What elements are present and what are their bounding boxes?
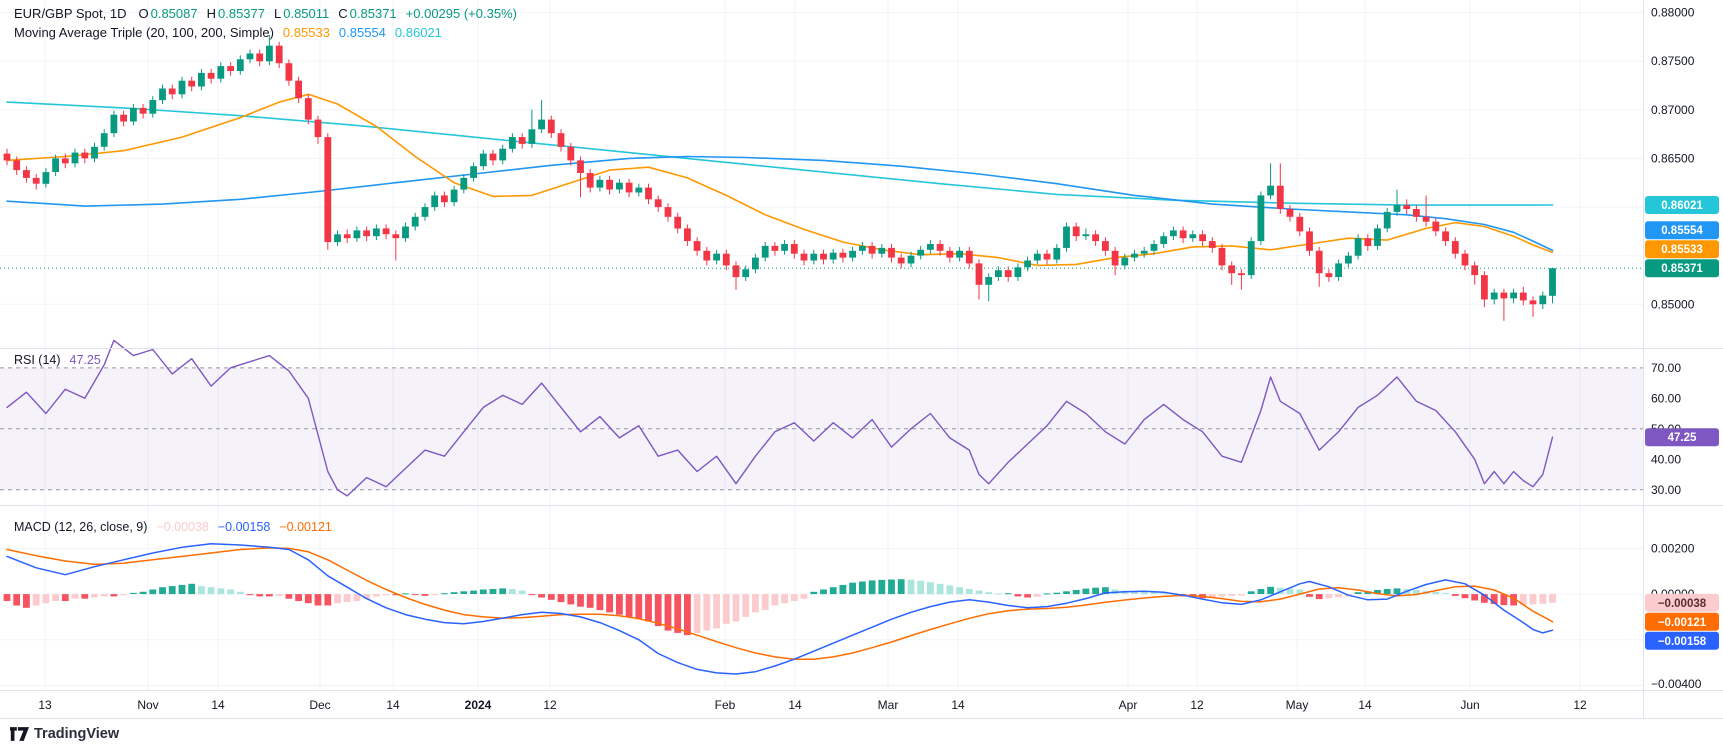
svg-text:12: 12: [1573, 698, 1587, 712]
svg-text:Dec: Dec: [309, 698, 330, 712]
low-label: L: [274, 6, 282, 21]
macd-indicator-row[interactable]: MACD (12, 26, close, 9) −0.00038 −0.00158−…: [14, 520, 332, 535]
tradingview-mark-icon: [10, 727, 29, 741]
svg-text:0.85371: 0.85371: [1661, 263, 1703, 275]
ohlc-open: O 0.85087: [138, 6, 197, 21]
svg-text:0.87500: 0.87500: [1651, 54, 1695, 68]
ma-indicator-row[interactable]: Moving Average Triple (20, 100, 200, Sim…: [14, 25, 442, 40]
low-value: 0.85011: [283, 6, 330, 21]
svg-text:14: 14: [1358, 698, 1372, 712]
rsi-indicator-row[interactable]: RSI (14) 47.25: [14, 353, 101, 368]
symbol-ohlc-row[interactable]: EUR/GBP Spot, 1D O 0.85087 H 0.85377 L 0.85011…: [14, 6, 517, 21]
svg-text:Nov: Nov: [137, 698, 158, 712]
close-label: C: [338, 6, 348, 21]
svg-text:14: 14: [386, 698, 400, 712]
macd-histogram: [3, 579, 1556, 636]
axis-badges: 0.86021 0.85554 0.85533 0.85371 47.25 −0.0003…: [1645, 196, 1719, 650]
close-value: 0.85371: [349, 6, 397, 21]
svg-text:Mar: Mar: [878, 698, 899, 712]
svg-text:−0.00038: −0.00038: [1658, 598, 1707, 610]
svg-text:12: 12: [543, 698, 557, 712]
svg-text:0.85000: 0.85000: [1651, 297, 1695, 311]
watermark-text: TradingView: [34, 726, 120, 742]
grid-lines: [0, 0, 1643, 690]
svg-text:70.00: 70.00: [1651, 361, 1681, 375]
svg-text:14: 14: [788, 698, 802, 712]
rsi-band: [0, 367, 1643, 491]
change-value: +0.00295 (+0.35%): [405, 6, 517, 21]
ma-indicator-label: Moving Average Triple (20, 100, 200, Sim…: [14, 25, 274, 40]
macd-label: MACD (12, 26, close, 9): [14, 520, 148, 534]
macd-signal-value: −0.00121: [279, 520, 332, 534]
svg-text:13: 13: [38, 698, 52, 712]
svg-text:30.00: 30.00: [1651, 483, 1681, 497]
svg-text:14: 14: [211, 698, 225, 712]
macd-line-value: −0.00158: [217, 520, 271, 534]
symbol-title: EUR/GBP Spot, 1D: [14, 6, 127, 21]
svg-text:0.86021: 0.86021: [1661, 200, 1703, 212]
pane-separators: [0, 0, 1723, 719]
sma200-value: 0.86021: [394, 25, 442, 40]
svg-text:−0.00400: −0.00400: [1651, 677, 1702, 691]
svg-text:Feb: Feb: [715, 698, 736, 712]
svg-text:2024: 2024: [465, 698, 492, 712]
svg-text:−0.00121: −0.00121: [1658, 617, 1707, 629]
svg-text:0.85554: 0.85554: [1661, 225, 1703, 237]
svg-text:40.00: 40.00: [1651, 452, 1681, 466]
svg-text:47.25: 47.25: [1668, 432, 1697, 444]
sma100-value: 0.85554: [338, 25, 386, 40]
high-value: 0.85377: [218, 6, 265, 21]
high-label: H: [206, 6, 216, 21]
open-value: 0.85087: [150, 6, 198, 21]
tradingview-logo[interactable]: TradingView: [10, 726, 119, 742]
ohlc-low: L 0.85011: [274, 6, 329, 21]
ohlc-high: H 0.85377: [207, 6, 265, 21]
candlestick-series: [3, 35, 1556, 321]
svg-text:60.00: 60.00: [1651, 391, 1681, 405]
svg-text:Apr: Apr: [1119, 698, 1138, 712]
svg-text:0.85533: 0.85533: [1661, 244, 1703, 256]
rsi-label: RSI (14): [14, 353, 61, 367]
svg-text:−0.00158: −0.00158: [1658, 636, 1707, 648]
svg-text:14: 14: [951, 698, 965, 712]
svg-text:0.88000: 0.88000: [1651, 6, 1695, 20]
price-axis[interactable]: 0.88000 0.87500 0.87000 0.86500 0.85000 70.00…: [1651, 6, 1702, 691]
ohlc-close: C 0.85371: [338, 6, 396, 21]
sma20-value: 0.85533: [282, 25, 330, 40]
svg-text:Jun: Jun: [1460, 698, 1479, 712]
macd-hist-value: −0.00038: [156, 520, 209, 534]
time-axis[interactable]: 13 Nov 14 Dec 14 2024 12 Feb 14 Mar 14 Apr 12 May 14 Ju…: [38, 698, 1587, 712]
svg-text:0.86500: 0.86500: [1651, 151, 1695, 165]
svg-text:0.87000: 0.87000: [1651, 103, 1695, 117]
svg-text:May: May: [1286, 698, 1309, 712]
svg-text:12: 12: [1190, 698, 1204, 712]
svg-text:0.00200: 0.00200: [1651, 541, 1695, 555]
rsi-value: 47.25: [69, 353, 101, 367]
open-label: O: [138, 6, 149, 21]
